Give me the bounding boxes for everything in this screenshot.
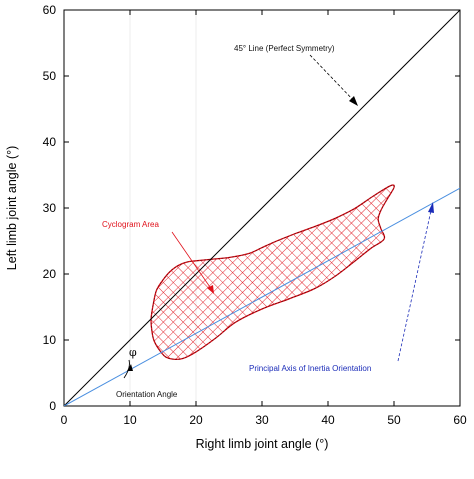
y-tick-label: 30 [43,201,57,215]
symmetry-arrow-head [349,96,358,106]
symmetry-line [64,10,460,406]
principal-axis-label: Principal Axis of Inertia Orientation [249,364,371,373]
cyclogram-area-fill [151,184,395,360]
x-tick-label: 60 [453,413,467,427]
x-tick-label: 30 [255,413,269,427]
x-tick-label: 40 [321,413,335,427]
principal-axis-leader [397,205,433,362]
x-tick-label: 10 [123,413,137,427]
y-tick-label: 10 [43,333,57,347]
y-axis-label: Left limb joint angle (°) [5,146,19,271]
x-tick-label: 50 [387,413,401,427]
cyclogram-dark-edge [150,184,395,360]
y-tick-label: 40 [43,135,57,149]
x-tick-label: 20 [189,413,203,427]
x-tick-label: 0 [61,413,68,427]
orientation-arc-arrow-head [127,364,133,371]
axis-tick-labels: 0 10 20 30 40 50 60 0 10 20 30 40 50 60 [43,3,467,427]
symmetry-leader [309,54,357,104]
orientation-angle-label: Orientation Angle [116,390,178,399]
y-tick-label: 50 [43,69,57,83]
principal-axis-arrow-head [428,202,434,213]
y-tick-label: 0 [49,399,56,413]
symmetry-line-label: 45° Line (Perfect Symmetry) [234,44,335,53]
x-axis-label: Right limb joint angle (°) [196,437,329,451]
cyclogram-leader [171,231,213,291]
cyclogram-area-label: Cyclogram Area [102,220,159,229]
y-tick-label: 60 [43,3,57,17]
cyclogram-arrow-head [207,285,214,294]
y-tick-label: 20 [43,267,57,281]
orientation-angle-symbol: φ [129,346,137,359]
